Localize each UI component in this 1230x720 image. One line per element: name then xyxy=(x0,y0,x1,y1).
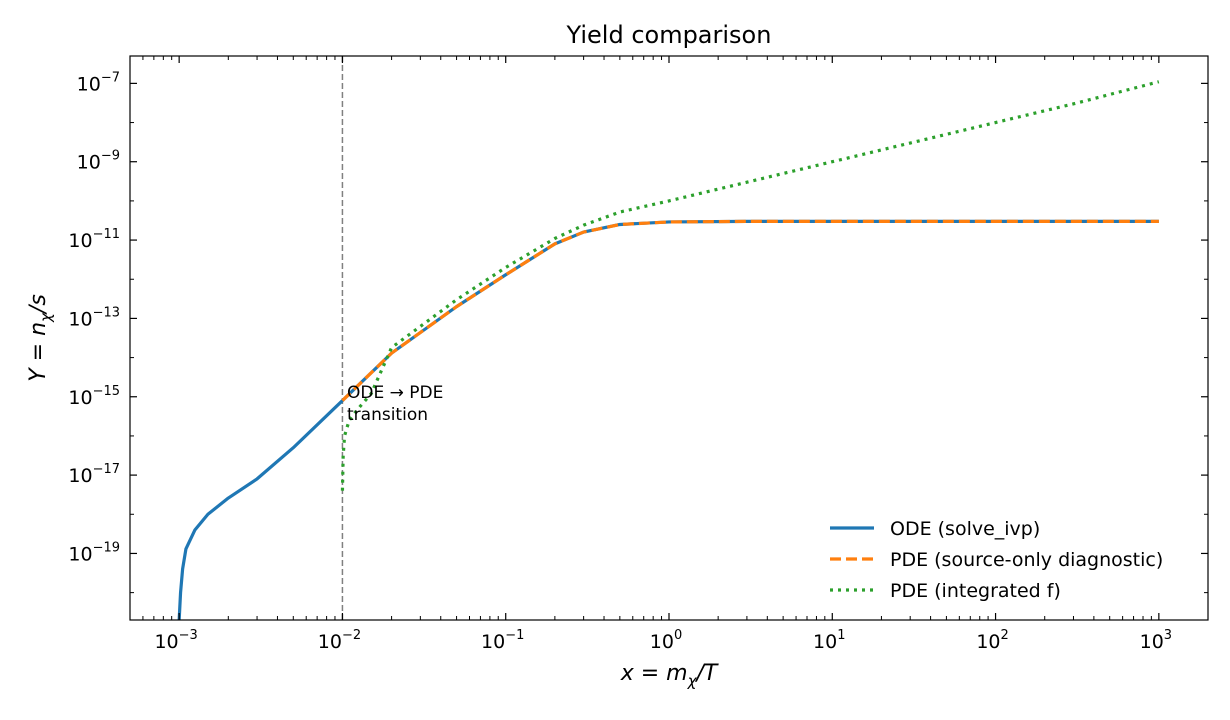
y-tick-label-3: 10−15 xyxy=(68,384,120,409)
annotation-line-2: transition xyxy=(347,405,428,425)
y-tick-label-5: 10−11 xyxy=(68,227,120,252)
x-tick-label-2: 10−2 xyxy=(318,628,361,653)
series-layer xyxy=(177,56,1160,620)
x-tick-label-3: 10−1 xyxy=(481,628,524,653)
legend-label-1: ODE (solve_ivp) xyxy=(890,518,1040,540)
x-tick-label-4: 100 xyxy=(650,628,682,653)
chart-title: Yield comparison xyxy=(566,21,772,49)
legend-label-3: PDE (integrated f) xyxy=(890,580,1061,602)
y-tick-label-2: 10−17 xyxy=(68,462,120,487)
x-axis-title: x = mχ/T xyxy=(620,661,719,690)
x-tick-label-1: 10−3 xyxy=(154,628,197,653)
y-axis-title: Y = nχ/s xyxy=(26,294,55,382)
annotation-line-1: ODE → PDE xyxy=(347,383,443,403)
series-line-2 xyxy=(341,219,1159,402)
legend: ODE (solve_ivp) PDE (source-only diagnost… xyxy=(830,518,1163,602)
x-tick-label-5: 101 xyxy=(813,628,845,653)
series-line-3 xyxy=(340,80,1160,491)
legend-label-2: PDE (source-only diagnostic) xyxy=(890,549,1163,571)
plot-frame xyxy=(129,55,1209,621)
ticks-layer: 10−3 10−2 10−1 100 101 102 103 10−19 10−17 10−15 1… xyxy=(68,56,1209,653)
y-tick-label-4: 10−13 xyxy=(68,305,120,330)
annotation: ODE → PDE transition xyxy=(347,383,443,425)
y-tick-label-1: 10−19 xyxy=(68,540,120,565)
y-tick-label-6: 10−9 xyxy=(77,149,120,174)
y-tick-label-7: 10−7 xyxy=(77,70,120,95)
x-tick-label-7: 103 xyxy=(1140,628,1172,653)
x-tick-label-6: 102 xyxy=(976,628,1008,653)
